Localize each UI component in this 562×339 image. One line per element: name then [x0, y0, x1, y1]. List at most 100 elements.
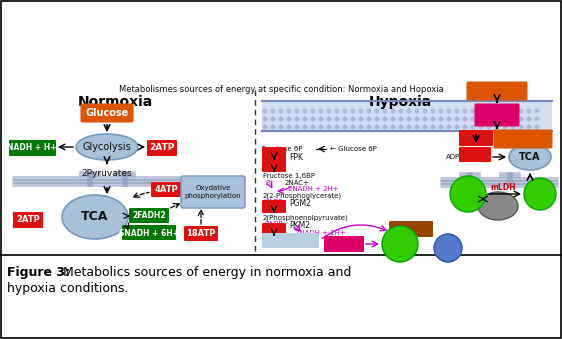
Text: 6NADH + 6H+: 6NADH + 6H+ [119, 228, 179, 238]
Circle shape [310, 124, 315, 129]
Circle shape [510, 108, 515, 114]
Text: GPK: GPK [465, 134, 487, 142]
Circle shape [534, 117, 540, 121]
Circle shape [430, 108, 436, 114]
Circle shape [406, 117, 411, 121]
Circle shape [334, 124, 339, 129]
Circle shape [351, 108, 356, 114]
Circle shape [430, 117, 436, 121]
Circle shape [302, 108, 307, 114]
Circle shape [455, 124, 460, 129]
Circle shape [534, 108, 540, 114]
Circle shape [366, 124, 371, 129]
Circle shape [391, 108, 396, 114]
Circle shape [406, 108, 411, 114]
Circle shape [398, 124, 404, 129]
Text: 2Pyruvates: 2Pyruvates [81, 169, 132, 178]
Text: hypoxia conditions.: hypoxia conditions. [7, 282, 128, 295]
Circle shape [294, 117, 300, 121]
Circle shape [334, 117, 339, 121]
Circle shape [383, 108, 388, 114]
Circle shape [487, 108, 492, 114]
Circle shape [450, 176, 486, 212]
FancyBboxPatch shape [389, 221, 433, 237]
Circle shape [270, 117, 275, 121]
Circle shape [287, 108, 292, 114]
Circle shape [374, 124, 379, 129]
Circle shape [478, 108, 483, 114]
Text: ATP: ATP [266, 149, 282, 158]
Text: 2ATP: 2ATP [263, 202, 285, 211]
FancyBboxPatch shape [262, 200, 286, 213]
Text: Oxydative
phosphorylation: Oxydative phosphorylation [185, 185, 241, 199]
Circle shape [478, 124, 483, 129]
FancyBboxPatch shape [262, 223, 286, 236]
Text: Glucose: Glucose [85, 108, 129, 118]
Circle shape [342, 117, 347, 121]
Text: Glucose: Glucose [475, 86, 519, 96]
Text: pyruvate: pyruvate [524, 192, 556, 197]
FancyBboxPatch shape [474, 103, 519, 126]
Circle shape [423, 124, 428, 129]
FancyBboxPatch shape [122, 225, 176, 240]
FancyBboxPatch shape [493, 129, 552, 148]
Circle shape [327, 124, 332, 129]
Circle shape [270, 108, 275, 114]
FancyBboxPatch shape [262, 159, 286, 172]
Circle shape [279, 124, 283, 129]
Circle shape [398, 108, 404, 114]
Text: 2NADH + 2H+: 2NADH + 2H+ [295, 230, 346, 236]
Circle shape [383, 124, 388, 129]
Circle shape [415, 108, 419, 114]
Circle shape [415, 117, 419, 121]
Text: Normoxia: Normoxia [78, 95, 153, 109]
Circle shape [279, 108, 283, 114]
Text: 4ATP: 4ATP [154, 185, 178, 195]
Circle shape [302, 124, 307, 129]
Text: Glycolysis: Glycolysis [83, 142, 132, 152]
Circle shape [279, 117, 283, 121]
Circle shape [270, 124, 275, 129]
Text: TCA: TCA [81, 211, 108, 223]
Circle shape [391, 117, 396, 121]
FancyBboxPatch shape [262, 147, 286, 160]
Circle shape [495, 108, 500, 114]
Circle shape [359, 108, 364, 114]
Circle shape [327, 108, 332, 114]
Circle shape [262, 117, 268, 121]
Circle shape [534, 124, 540, 129]
Circle shape [463, 108, 468, 114]
Text: 2NADH + 2H+: 2NADH + 2H+ [288, 186, 339, 192]
Circle shape [510, 124, 515, 129]
Circle shape [302, 117, 307, 121]
Circle shape [434, 234, 462, 262]
FancyBboxPatch shape [459, 130, 493, 146]
Circle shape [478, 117, 483, 121]
Text: mLDH: mLDH [490, 182, 516, 192]
Circle shape [415, 124, 419, 129]
Circle shape [446, 124, 451, 129]
Text: Lactate: Lactate [453, 191, 483, 197]
Text: 2NAC+: 2NAC+ [285, 180, 310, 186]
Circle shape [342, 124, 347, 129]
Text: GLUT5: GLUT5 [481, 111, 513, 120]
Text: Metabolismes sources of energy at specific condition: Normoxia and Hopoxia: Metabolismes sources of energy at specif… [119, 85, 443, 94]
Circle shape [366, 108, 371, 114]
Circle shape [527, 117, 532, 121]
Circle shape [406, 124, 411, 129]
Circle shape [502, 117, 507, 121]
Circle shape [359, 124, 364, 129]
Text: Pi: Pi [265, 180, 271, 186]
Text: 2(2-Phosphoglycerate): 2(2-Phosphoglycerate) [263, 193, 342, 199]
Circle shape [519, 124, 523, 129]
Text: 2ATP: 2ATP [16, 216, 40, 224]
FancyBboxPatch shape [181, 176, 245, 208]
Ellipse shape [76, 134, 138, 160]
Ellipse shape [509, 144, 551, 170]
FancyBboxPatch shape [324, 236, 364, 252]
Text: 2ADP: 2ADP [265, 221, 283, 227]
FancyBboxPatch shape [13, 212, 43, 228]
Circle shape [287, 124, 292, 129]
Circle shape [391, 124, 396, 129]
Circle shape [527, 108, 532, 114]
